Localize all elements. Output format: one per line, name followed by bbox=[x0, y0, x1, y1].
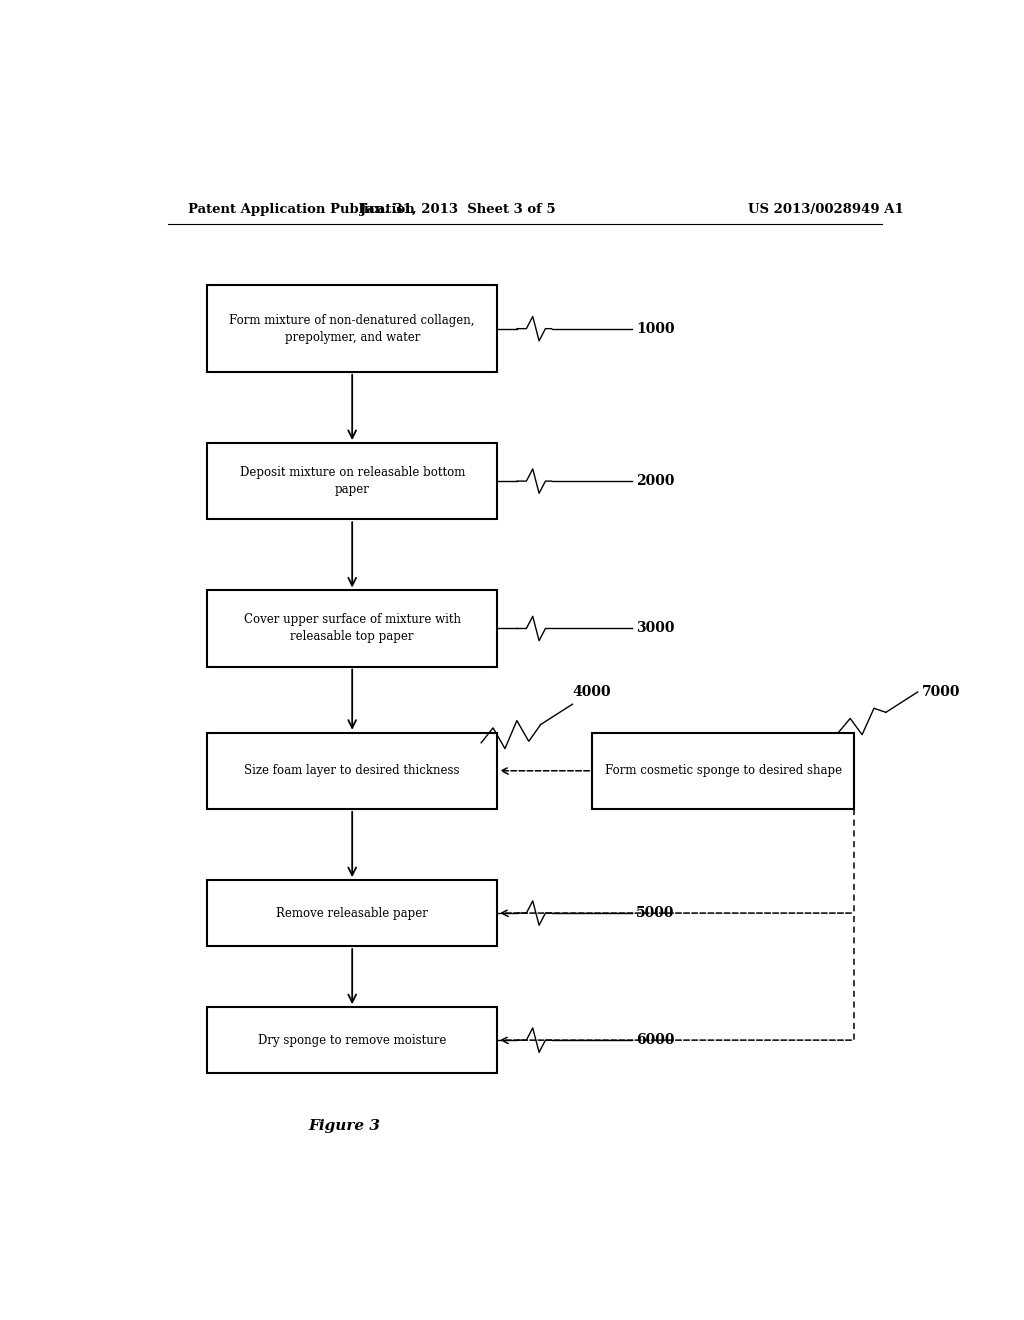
Text: 3000: 3000 bbox=[636, 622, 675, 635]
Text: Figure 3: Figure 3 bbox=[308, 1119, 380, 1133]
Text: 2000: 2000 bbox=[636, 474, 675, 488]
Text: 5000: 5000 bbox=[636, 906, 675, 920]
Text: 6000: 6000 bbox=[636, 1034, 675, 1047]
Bar bbox=[207, 880, 497, 946]
Text: 7000: 7000 bbox=[922, 685, 961, 700]
Text: Cover upper surface of mixture with
releasable top paper: Cover upper surface of mixture with rele… bbox=[244, 614, 461, 643]
Text: Jan. 31, 2013  Sheet 3 of 5: Jan. 31, 2013 Sheet 3 of 5 bbox=[359, 203, 555, 215]
Bar bbox=[207, 285, 497, 372]
Text: Size foam layer to desired thickness: Size foam layer to desired thickness bbox=[245, 764, 460, 777]
Text: Form cosmetic sponge to desired shape: Form cosmetic sponge to desired shape bbox=[604, 764, 842, 777]
Bar bbox=[207, 733, 497, 809]
Bar bbox=[207, 444, 497, 519]
Text: Form mixture of non-denatured collagen,
prepolymer, and water: Form mixture of non-denatured collagen, … bbox=[229, 314, 475, 343]
Text: Remove releasable paper: Remove releasable paper bbox=[276, 907, 428, 920]
Text: Deposit mixture on releasable bottom
paper: Deposit mixture on releasable bottom pap… bbox=[240, 466, 465, 496]
Text: Dry sponge to remove moisture: Dry sponge to remove moisture bbox=[258, 1034, 446, 1047]
Text: US 2013/0028949 A1: US 2013/0028949 A1 bbox=[749, 203, 904, 215]
Text: 4000: 4000 bbox=[572, 685, 611, 700]
Bar bbox=[592, 733, 854, 809]
Bar bbox=[207, 590, 497, 667]
Bar bbox=[207, 1007, 497, 1073]
Text: 1000: 1000 bbox=[636, 322, 675, 335]
Text: Patent Application Publication: Patent Application Publication bbox=[187, 203, 415, 215]
